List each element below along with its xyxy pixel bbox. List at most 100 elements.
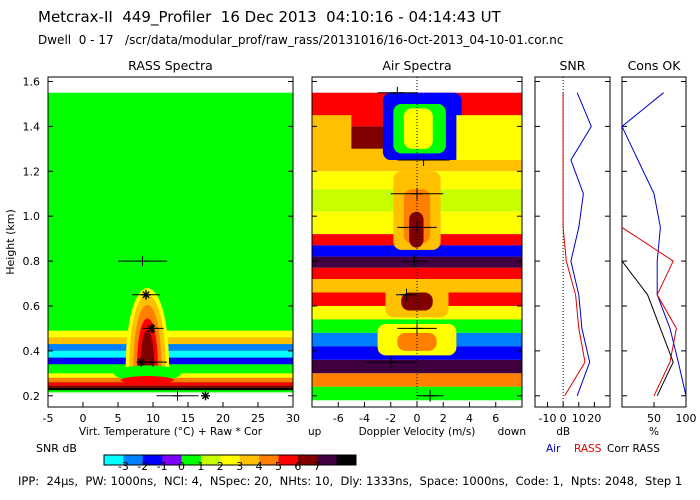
air-x-tick-label: -4 — [359, 412, 370, 425]
y-tick-label: 0.4 — [23, 345, 41, 358]
rass-x-tick-label: 20 — [216, 412, 230, 425]
legend-rass: RASS — [574, 443, 602, 455]
colorbar-tick-label: -3 — [118, 460, 129, 473]
colorbar-label: SNR dB — [36, 442, 77, 455]
air-x-tick-label: -6 — [333, 412, 344, 425]
snr-x-tick-label: 0 — [560, 412, 567, 425]
y-tick-label: 0.2 — [23, 390, 41, 403]
colorbar-frame — [103, 454, 357, 466]
colorbar-swatch — [200, 455, 221, 465]
rass-band-0 — [48, 330, 293, 338]
y-tick-label: 1.2 — [23, 165, 41, 178]
cons-air-line — [621, 92, 687, 396]
colorbar-tick-label: 3 — [236, 460, 243, 473]
air-column-blob-2 — [403, 108, 433, 149]
colorbar-swatch — [317, 455, 338, 465]
chart-header-title: Metcrax-II 449_Profiler 16 Dec 2013 04:1… — [38, 8, 501, 26]
colorbar-tick-label: 1 — [197, 460, 204, 473]
colorbar-swatch — [104, 455, 124, 465]
snr-frame — [534, 76, 611, 408]
rass-x-tick-label: 15 — [181, 412, 195, 425]
cons-panel-bg — [622, 77, 686, 407]
legend-corr-rass: Corr RASS — [607, 443, 660, 455]
colorbar-tick-label: -1 — [157, 460, 168, 473]
air-x-tick-label: 0 — [414, 412, 421, 425]
colorbar-tick-label: 4 — [256, 460, 263, 473]
rass-contours — [48, 92, 293, 393]
colorbar-tick-label: 0 — [178, 460, 185, 473]
colorbar-tick-label: 6 — [294, 460, 301, 473]
colorbar-tick-label: 5 — [275, 460, 282, 473]
rass-frame — [47, 76, 294, 408]
air-band-16 — [312, 359, 522, 374]
colorbar-swatch — [259, 455, 279, 465]
rass-band-2 — [48, 344, 293, 351]
air-panel-title: Air Spectra — [382, 58, 451, 73]
rass-cor-point — [201, 392, 210, 400]
air-right-lobe — [456, 115, 522, 161]
colorbar-swatch — [239, 455, 260, 465]
cons-panel-title: Cons OK — [628, 58, 682, 73]
rass-band-4 — [48, 357, 293, 365]
rass-x-axis-label: Virt. Temperature (°C) + Raw * Cor — [79, 426, 263, 438]
chart-header-dwell: Dwell 0 - 17 /scr/data/modular_prof/raw_… — [38, 33, 564, 47]
colorbar-tick-label: 2 — [217, 460, 224, 473]
rass-plume-core — [120, 376, 174, 385]
cons-rass-line — [621, 226, 677, 397]
y-tick-label: 0.8 — [23, 255, 41, 268]
acquisition-parameters: IPP: 24μs, PW: 1000ns, NCI: 4, NSpec: 20… — [18, 474, 683, 488]
cons-corr-rass-line — [621, 260, 674, 397]
colorbar-swatch — [336, 455, 357, 465]
air-column-blob-5 — [409, 211, 424, 248]
rass-band-3 — [48, 350, 293, 358]
air-x-tick-label: 4 — [466, 412, 473, 425]
legend-air: Air — [546, 443, 561, 455]
colorbar-tick-label: -2 — [137, 460, 148, 473]
y-tick-label: 1.4 — [23, 120, 41, 133]
air-column-blob-7 — [401, 292, 433, 311]
colorbar-swatch — [181, 455, 202, 465]
rass-band-1 — [48, 337, 293, 345]
rass-x-tick-label: -5 — [43, 412, 54, 425]
rass-band-9 — [48, 385, 293, 388]
air-band-7 — [312, 245, 522, 257]
air-left-lobe — [312, 115, 352, 161]
colorbar-swatch — [297, 455, 318, 465]
rass-band-8 — [48, 382, 293, 386]
colorbar-swatch — [278, 455, 299, 465]
rass-band-10 — [48, 387, 293, 391]
y-tick-label: 0.6 — [23, 300, 41, 313]
air-band-9 — [312, 267, 522, 280]
snr-x-tick-label: -10 — [539, 412, 557, 425]
rass-x-tick-label: 10 — [146, 412, 160, 425]
snr-panel-bg — [535, 77, 610, 407]
air-x-label-up: up — [308, 426, 322, 438]
air-contours — [312, 92, 522, 401]
air-band-8 — [312, 256, 522, 268]
rass-x-tick-label: 30 — [286, 412, 300, 425]
cons-x-tick-label: 100 — [676, 412, 697, 425]
snr-air-line — [570, 92, 592, 396]
air-band-18 — [312, 386, 522, 401]
snr-panel-title: SNR — [560, 58, 586, 73]
colorbar-tick-label: 7 — [314, 460, 321, 473]
rass-panel-title: RASS Spectra — [128, 58, 213, 73]
air-x-tick-label: -2 — [385, 412, 396, 425]
rass-cor-point — [142, 291, 150, 299]
rass-cor-point — [147, 324, 156, 333]
cons-x-tick-label: 50 — [647, 412, 661, 425]
rass-cor-point — [137, 358, 145, 366]
colorbar-swatch — [142, 455, 163, 465]
air-x-axis-label: Doppler Velocity (m/s) — [359, 426, 476, 438]
snr-rass-line — [562, 92, 586, 397]
snr-x-tick-label: 10 — [572, 412, 586, 425]
rass-x-tick-label: 0 — [80, 412, 87, 425]
y-tick-label: 1.0 — [23, 210, 41, 223]
air-x-tick-label: 2 — [440, 412, 447, 425]
rass-x-tick-label: 5 — [115, 412, 122, 425]
cons-x-axis-label: % — [649, 426, 659, 438]
y-tick-label: 1.6 — [23, 75, 41, 88]
colorbar-swatch — [123, 455, 144, 465]
snr-x-tick-label: 20 — [587, 412, 601, 425]
